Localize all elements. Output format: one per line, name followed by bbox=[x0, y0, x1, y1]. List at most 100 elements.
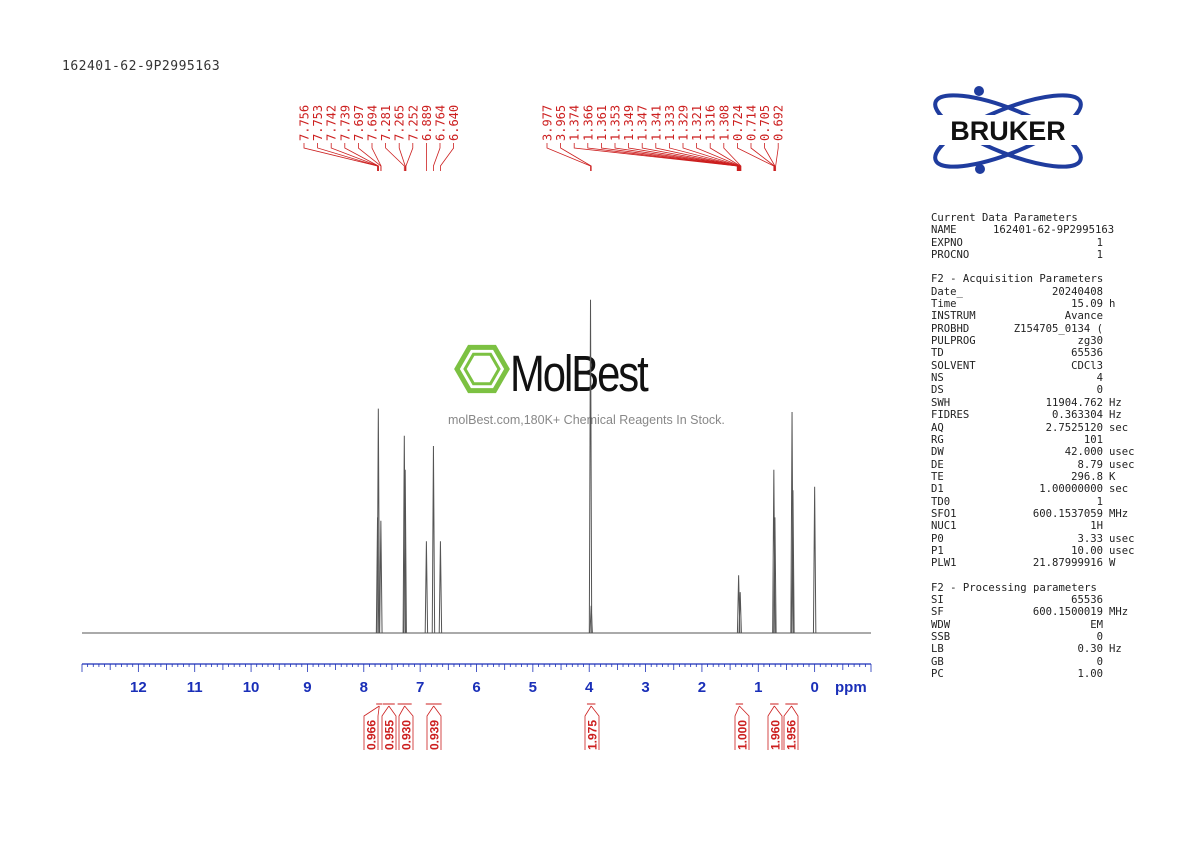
spectrum-peak bbox=[589, 605, 593, 634]
parameter-key: SF bbox=[931, 606, 944, 619]
spectrum-peak bbox=[431, 445, 436, 634]
peak-label: 0.692 bbox=[772, 105, 786, 141]
parameter-row: TD0 1 bbox=[931, 496, 1141, 508]
parameter-value: 15.09 bbox=[1071, 298, 1103, 311]
parameter-row: SOLVENT CDCl3 bbox=[931, 360, 1141, 372]
parameter-unit bbox=[1103, 360, 1109, 372]
parameter-key: INSTRUM bbox=[931, 310, 976, 323]
parameter-value: 296.8 bbox=[1071, 470, 1103, 483]
parameter-unit bbox=[1103, 237, 1109, 249]
parameter-value: 0 bbox=[1096, 384, 1103, 397]
parameter-unit: Hz bbox=[1109, 643, 1122, 656]
parameter-row: EXPNO 1 bbox=[931, 237, 1141, 249]
axis-tick-label: 8 bbox=[360, 679, 368, 696]
spectrum-peak bbox=[773, 517, 777, 634]
peak-leader-line bbox=[405, 143, 414, 171]
integral-value: 0.955 bbox=[383, 720, 397, 750]
parameter-row: DE 8.79 usec bbox=[931, 459, 1141, 471]
peak-leader-line bbox=[546, 143, 591, 171]
peak-leader-line bbox=[433, 143, 441, 171]
axis-tick-label: 6 bbox=[472, 679, 480, 696]
parameter-value: 21.87999916 bbox=[1032, 557, 1103, 570]
parameter-row: TE 296.8 K bbox=[931, 471, 1141, 483]
peak-label: 6.640 bbox=[447, 105, 461, 141]
parameter-unit bbox=[1103, 335, 1109, 347]
peak-leader-line bbox=[303, 143, 378, 171]
spectrum-peak bbox=[812, 486, 817, 634]
parameter-row: Date_ 20240408 bbox=[931, 286, 1141, 298]
parameter-row: NUC1 1H bbox=[931, 520, 1141, 532]
spectrum-peak bbox=[791, 490, 795, 634]
parameter-unit: usec bbox=[1109, 544, 1135, 557]
parameter-key: D1 bbox=[931, 483, 944, 496]
axis-tick-label: 3 bbox=[641, 679, 649, 696]
parameter-unit bbox=[1103, 286, 1109, 298]
parameter-unit bbox=[1103, 384, 1109, 396]
axis-tick-label: 2 bbox=[698, 679, 706, 696]
parameter-row: SWH 11904.762 Hz bbox=[931, 397, 1141, 409]
processing-parameters-title: F2 - Processing parameters bbox=[931, 581, 1097, 594]
spectrum-peak bbox=[403, 469, 407, 634]
parameter-row: P0 3.33 usec bbox=[931, 533, 1141, 545]
peak-leader-line bbox=[560, 143, 592, 171]
parameter-unit bbox=[1103, 310, 1109, 322]
parameter-row: DW 42.000 usec bbox=[931, 446, 1141, 458]
parameter-key: PC bbox=[931, 668, 944, 681]
parameter-unit: Hz bbox=[1109, 396, 1122, 409]
parameter-unit bbox=[1103, 656, 1109, 668]
integral-bracket bbox=[590, 705, 600, 750]
current-parameters-title: Current Data Parameters bbox=[931, 212, 1078, 224]
parameter-value: zg30 bbox=[1077, 335, 1103, 348]
parameter-value: 4 bbox=[1096, 372, 1103, 385]
peak-label: 1.353 bbox=[609, 105, 623, 141]
peak-label: 7.252 bbox=[406, 105, 420, 141]
acquisition-parameters: F2 - Acquisition Parameters Date_ 2024040… bbox=[931, 273, 1141, 569]
axis-tick-label: 0 bbox=[810, 679, 818, 696]
parameter-value: 2.7525120 bbox=[1045, 421, 1103, 434]
integral-bracket bbox=[388, 705, 397, 750]
parameter-unit: sec bbox=[1109, 421, 1129, 434]
parameter-key: PLW1 bbox=[931, 557, 957, 570]
parameter-key: NAME bbox=[931, 224, 957, 237]
parameter-key: DW bbox=[931, 446, 944, 459]
parameter-key: WDW bbox=[931, 618, 951, 631]
parameter-unit bbox=[1103, 496, 1109, 508]
axis-tick-label: 11 bbox=[187, 679, 203, 696]
parameter-row: GB 0 bbox=[931, 656, 1141, 668]
axis-tick-label: 7 bbox=[416, 679, 424, 696]
parameter-unit: sec bbox=[1109, 483, 1129, 496]
peak-label: 1.316 bbox=[704, 105, 718, 141]
parameter-value: 42.000 bbox=[1064, 446, 1103, 459]
parameter-key: RG bbox=[931, 433, 944, 446]
parameter-key: EXPNO bbox=[931, 236, 963, 249]
parameter-unit bbox=[1103, 372, 1109, 384]
spectrum-trace-layer bbox=[82, 299, 871, 634]
peak-leader-line bbox=[398, 143, 406, 171]
peak-label: 6.764 bbox=[434, 105, 448, 141]
parameter-value: 8.79 bbox=[1077, 458, 1103, 471]
parameter-value: 600.1500019 bbox=[1032, 606, 1103, 619]
watermark-brand: MolBest bbox=[510, 345, 649, 402]
current-parameters: Current Data Parameters NAME 162401-62-9P… bbox=[931, 212, 1141, 261]
peak-label: 6.889 bbox=[420, 105, 434, 141]
parameter-key: SI bbox=[931, 593, 944, 606]
parameter-value: 11904.762 bbox=[1045, 396, 1103, 409]
peak-leader-line bbox=[682, 143, 741, 171]
integral-bracket bbox=[734, 705, 740, 750]
parameter-unit bbox=[1103, 434, 1109, 446]
integral-bracket bbox=[791, 705, 799, 750]
parameter-value: Avance bbox=[1064, 310, 1103, 323]
parameter-key: Time bbox=[931, 298, 957, 311]
parameter-key: PROCNO bbox=[931, 249, 970, 262]
integral-value: 1.956 bbox=[785, 720, 799, 750]
parameter-key: PROBHD bbox=[931, 322, 970, 335]
axis-label: ppm bbox=[835, 679, 867, 696]
parameter-row: Time 15.09 h bbox=[931, 298, 1141, 310]
parameter-key: P1 bbox=[931, 544, 944, 557]
parameter-unit: Hz bbox=[1109, 409, 1122, 422]
peak-label: 3.977 bbox=[541, 105, 555, 141]
peak-leader-line bbox=[385, 143, 405, 171]
spectrum-peak bbox=[402, 435, 407, 634]
peak-label: 7.265 bbox=[393, 105, 407, 141]
